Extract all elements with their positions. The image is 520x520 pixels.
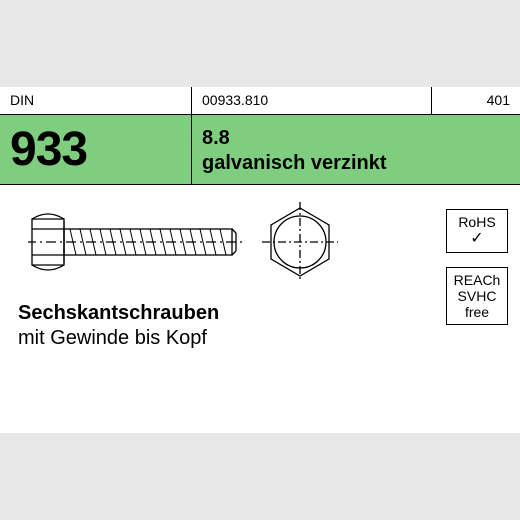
body-area: Sechskantschrauben mit Gewinde bis Kopf …	[0, 185, 520, 433]
bolt-drawing	[28, 199, 358, 295]
spec-row: 933 8.8 galvanisch verzinkt	[0, 115, 520, 185]
rohs-badge: RoHS ✓	[446, 209, 508, 253]
standard-number-cell: 933	[0, 115, 192, 184]
description-line-1: Sechskantschrauben	[18, 301, 219, 326]
din-label: DIN	[0, 87, 192, 114]
description-line-2: mit Gewinde bis Kopf	[18, 326, 219, 351]
product-description: Sechskantschrauben mit Gewinde bis Kopf	[18, 301, 219, 351]
reach-line-1: REACh	[453, 272, 501, 288]
code-number: 401	[432, 87, 520, 114]
article-number: 00933.810	[192, 87, 432, 114]
check-icon: ✓	[453, 230, 501, 248]
reach-line-2: SVHC	[453, 288, 501, 304]
product-label-card: DIN 00933.810 401 933 8.8 galvanisch ver…	[0, 87, 520, 433]
reach-line-3: free	[453, 304, 501, 320]
standard-number: 933	[10, 122, 87, 177]
reach-badge: REACh SVHC free	[446, 267, 508, 325]
strength-grade: 8.8	[202, 127, 510, 150]
header-row: DIN 00933.810 401	[0, 87, 520, 115]
surface-finish: galvanisch verzinkt	[202, 152, 510, 175]
spec-text-cell: 8.8 galvanisch verzinkt	[192, 115, 520, 184]
rohs-label: RoHS	[453, 214, 501, 230]
